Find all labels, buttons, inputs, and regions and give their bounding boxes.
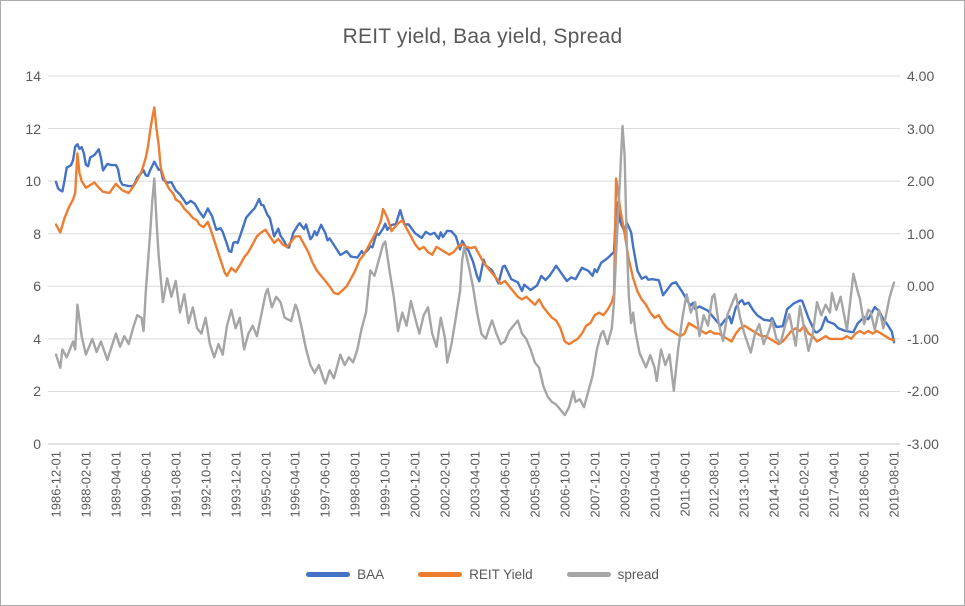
x-axis-tick-label: 1989-04-01 <box>108 451 124 518</box>
y-axis-right-tick-label: 2.00 <box>907 173 935 190</box>
x-axis-tick-label: 2005-08-01 <box>527 451 543 518</box>
y-axis-right-tick-label: -2.00 <box>907 383 939 400</box>
y-axis-left-tick-label: 4 <box>33 330 41 347</box>
x-axis-tick-label: 1993-12-01 <box>228 451 244 518</box>
reit-yield-line-swatch-icon <box>418 572 463 577</box>
series-line-spread <box>54 124 896 417</box>
y-axis-left-tick-label: 2 <box>33 383 41 400</box>
x-axis-tick-label: 1997-06-01 <box>317 451 333 518</box>
x-axis-tick-label: 2003-04-01 <box>467 451 483 518</box>
legend-item-spread: spread <box>566 567 659 582</box>
spread-line-swatch-icon <box>566 572 611 577</box>
y-axis-right-tick-label: -3.00 <box>907 436 939 452</box>
legend-label-reit-yield: REIT Yield <box>469 567 533 582</box>
x-axis-tick-label: 1999-10-01 <box>377 451 393 518</box>
y-axis-left-tick-label: 10 <box>25 173 41 190</box>
x-axis-tick-label: 1992-10-01 <box>198 451 214 518</box>
x-axis-tick-label: 1996-04-01 <box>287 451 303 518</box>
chart-legend: BAA REIT Yield spread <box>1 567 964 582</box>
baa-line-swatch-icon <box>306 572 351 577</box>
legend-label-baa: BAA <box>357 567 385 582</box>
x-axis-tick-label: 2009-02-01 <box>617 451 633 518</box>
x-axis-tick-label: 2018-06-01 <box>856 451 872 518</box>
series-line-baa <box>54 143 896 344</box>
x-axis-tick-label: 2002-02-01 <box>437 451 453 518</box>
y-axis-right-tick-label: -1.00 <box>907 330 939 347</box>
y-axis-right-tick-label: 0.00 <box>907 278 935 295</box>
x-axis-tick-label: 2011-06-01 <box>677 451 693 517</box>
x-axis-tick-label: 2010-04-01 <box>647 451 663 518</box>
x-axis-tick-label: 2014-12-01 <box>766 451 782 518</box>
y-axis-left-tick-label: 0 <box>33 436 41 452</box>
x-axis-tick-label: 1986-12-01 <box>48 451 64 518</box>
y-axis-left-tick-label: 6 <box>33 278 41 295</box>
x-axis-tick-label: 2012-08-01 <box>706 451 722 518</box>
x-axis-tick-label: 2004-06-01 <box>497 451 513 518</box>
y-axis-right-tick-label: 1.00 <box>907 225 935 242</box>
x-axis-tick-label: 2019-08-01 <box>886 451 902 518</box>
y-axis-right-tick-label: 3.00 <box>907 120 935 137</box>
y-axis-left-tick-label: 8 <box>33 225 41 242</box>
x-axis-tick-label: 1990-06-01 <box>138 451 154 518</box>
x-axis-tick-label: 1991-08-01 <box>168 451 184 518</box>
x-axis-tick-label: 2007-12-01 <box>587 451 603 518</box>
series-line-reit-yield <box>54 106 896 346</box>
x-axis-tick-label: 2016-02-01 <box>796 451 812 518</box>
x-axis-tick-label: 2000-12-01 <box>407 451 423 518</box>
y-axis-left-tick-label: 14 <box>25 68 41 84</box>
legend-item-baa: BAA <box>306 567 384 582</box>
x-axis-tick-label: 2017-04-01 <box>826 451 842 518</box>
x-axis-tick-label: 1995-02-01 <box>258 451 273 518</box>
x-axis-tick-label: 2006-10-01 <box>557 451 573 518</box>
x-axis-tick-label: 1998-08-01 <box>347 451 363 518</box>
legend-label-spread: spread <box>617 567 659 582</box>
x-axis-tick-label: 1988-02-01 <box>78 451 94 518</box>
y-axis-right-tick-label: 4.00 <box>907 68 935 84</box>
chart-title: REIT yield, Baa yield, Spread <box>342 25 623 48</box>
x-axis-tick-label: 2013-10-01 <box>736 451 752 518</box>
y-axis-left-tick-label: 12 <box>25 120 41 137</box>
legend-item-reit-yield: REIT Yield <box>418 567 533 582</box>
